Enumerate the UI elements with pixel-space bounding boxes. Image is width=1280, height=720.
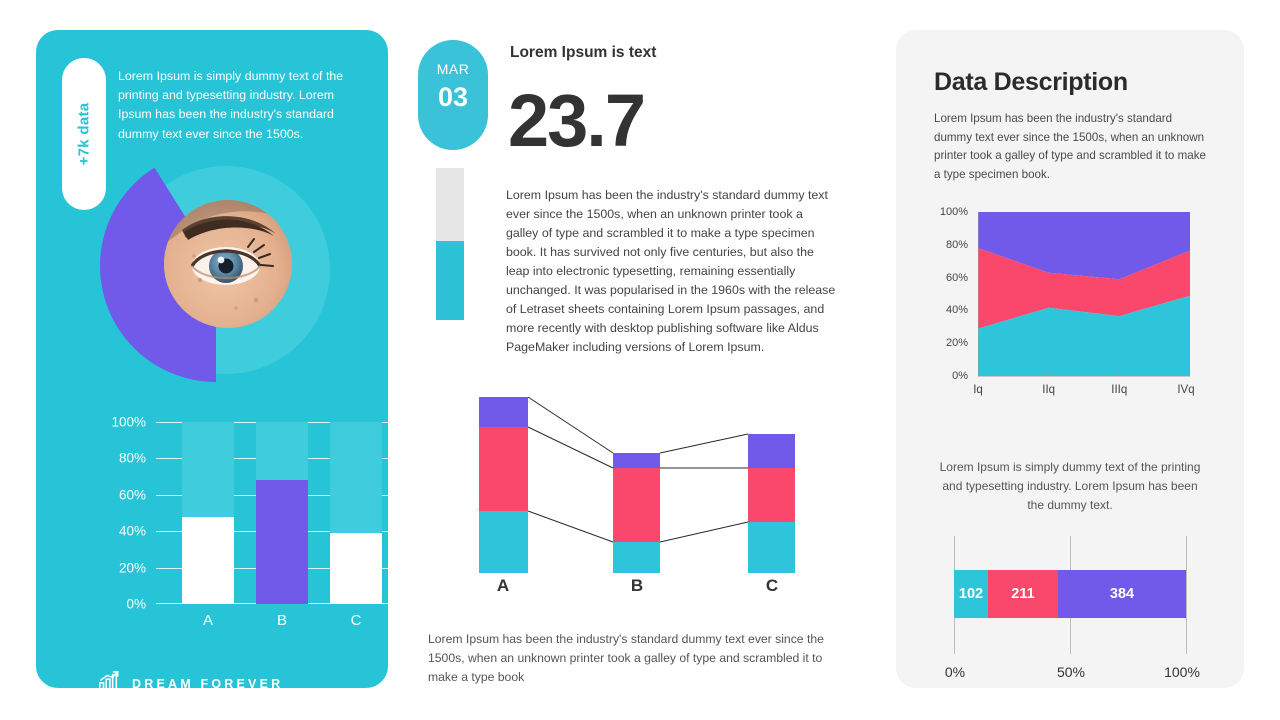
area-y-tick-20: 20% <box>945 337 968 350</box>
date-month: MAR <box>436 61 470 77</box>
area-y-tick-40: 40% <box>945 304 968 317</box>
stacked-x-label-c: C <box>765 576 779 595</box>
bar-b[interactable] <box>256 480 308 604</box>
middle-heading: Lorem Ipsum is text <box>510 44 657 61</box>
stacked-x-label-a: A <box>496 576 510 595</box>
hbar-segment-3-label: 384 <box>1109 586 1135 602</box>
left-intro-text: Lorem Ipsum is simply dummy text of the … <box>118 69 344 141</box>
brand-name: DREAM FOREVER <box>132 676 284 691</box>
vertical-progress-bar <box>436 168 464 320</box>
data-badge-label: +7k data <box>75 102 93 166</box>
y-tick-20: 20% <box>118 560 146 576</box>
area-x-label-ivq: IVq <box>1177 384 1195 396</box>
data-badge: +7k data <box>62 58 106 210</box>
page-title: Data Description <box>934 68 1128 96</box>
hbar-segment-1[interactable]: 102 <box>954 570 988 618</box>
right-panel: Data Description Lorem Ipsum has been th… <box>896 30 1244 688</box>
date-day: 03 <box>437 82 469 112</box>
y-tick-0: 0% <box>126 596 146 612</box>
middle-paragraph: Lorem Ipsum has been the industry's stan… <box>506 188 836 354</box>
right-caption: Lorem Ipsum is simply dummy text of the … <box>939 460 1201 513</box>
hbar-gridline-100 <box>1186 536 1187 654</box>
left-bar-chart-y-axis: 100% 80% 60% 40% 20% 0% <box>94 415 146 612</box>
hbar-segment-2[interactable]: 211 <box>988 570 1058 618</box>
x-label-c: C <box>350 612 362 629</box>
left-panel: +7k data Lorem Ipsum is simply dummy tex… <box>36 30 390 691</box>
hbar-segment-3[interactable]: 384 <box>1058 570 1186 618</box>
y-tick-80: 80% <box>118 450 146 466</box>
x-label-b: B <box>276 612 287 629</box>
hbar-x-tick-0: 0% <box>944 664 966 680</box>
stacked-area-chart: 100% 80% 60% 40% 20% 0% <box>930 206 1220 432</box>
left-bar-chart: 100% 80% 60% 40% 20% 0% A <box>94 415 390 642</box>
date-badge: MAR 03 <box>418 40 488 150</box>
middle-caption: Lorem Ipsum has been the industry's stan… <box>428 632 824 684</box>
hbar-segment-1-label: 102 <box>958 586 984 602</box>
area-series-pink <box>978 248 1190 329</box>
area-series-purple <box>978 212 1190 280</box>
left-panel-footer: DREAM FOREVER <box>98 670 283 697</box>
area-y-tick-100: 100% <box>939 206 968 218</box>
area-chart-y-axis: 100% 80% 60% 40% 20% 0% <box>930 206 968 382</box>
stacked-bar-chart: A B C <box>428 390 838 610</box>
bar-c[interactable] <box>330 533 382 604</box>
kpi-value: 23.7 <box>508 79 646 162</box>
area-x-label-iiiq: IIIq <box>1111 384 1128 396</box>
hbar-x-tick-100: 100% <box>1164 664 1200 680</box>
bar-a[interactable] <box>182 516 234 604</box>
area-y-tick-80: 80% <box>945 238 968 251</box>
y-tick-40: 40% <box>118 523 146 539</box>
progress-fill <box>436 240 464 320</box>
area-y-tick-0: 0% <box>952 370 968 382</box>
stacked-bar-a <box>479 397 528 573</box>
x-label-a: A <box>202 612 213 629</box>
donut-chart <box>94 150 332 405</box>
y-tick-100: 100% <box>111 414 146 430</box>
left-bar-chart-plot: A B C <box>156 422 390 629</box>
stacked-bar-c <box>748 434 795 573</box>
bar-chart-growth-icon <box>98 670 120 697</box>
area-chart-plot: Iq IIq IIIq IVq <box>973 212 1195 396</box>
area-y-tick-60: 60% <box>945 271 968 284</box>
right-description: Lorem Ipsum has been the industry's stan… <box>934 112 1206 181</box>
area-x-label-iq: Iq <box>973 384 983 396</box>
eye-photo <box>164 200 292 328</box>
stacked-x-label-b: B <box>630 576 644 595</box>
area-x-label-iiq: IIq <box>1042 384 1056 396</box>
connector-lines <box>527 396 749 543</box>
area-series-cyan <box>978 295 1190 376</box>
hbar-x-tick-50: 50% <box>1056 664 1086 680</box>
y-tick-60: 60% <box>118 487 146 503</box>
horizontal-stacked-bar-chart: 102 211 384 0% 50% 100% <box>930 528 1220 688</box>
hbar-segment-2-label: 211 <box>1011 586 1035 602</box>
stacked-bar-b <box>613 453 660 573</box>
